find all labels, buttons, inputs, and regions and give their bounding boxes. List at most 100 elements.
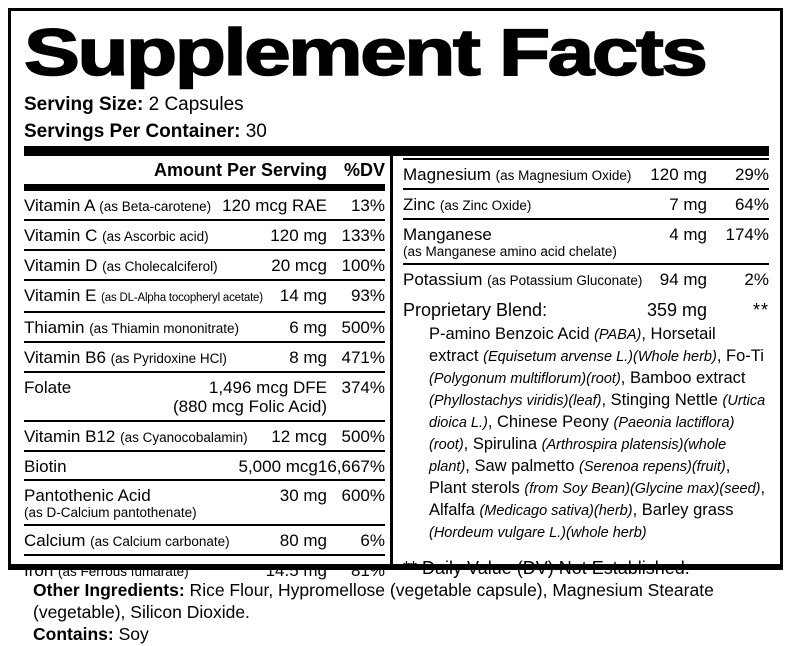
table-row: Vitamin D (as Cholecalciferol) 20 mcg 100%: [24, 249, 385, 279]
row-amount: 14.5 mg: [265, 561, 327, 580]
right-nutrient-rows: Magnesium (as Magnesium Oxide) 120 mg 29% Z…: [403, 156, 769, 293]
row-name: Magnesium (as Magnesium Oxide): [403, 165, 632, 184]
daily-value-footnote: ** Daily Value (DV) Not Established.: [403, 558, 690, 578]
row-name: Potassium (as Potassium Gluconate): [403, 270, 643, 289]
row-amount: 12 mcg: [271, 427, 327, 446]
row-name-source: (as Magnesium Oxide): [495, 168, 632, 183]
row-amount: 80 mg: [279, 531, 327, 550]
row-dv: 16,667%: [317, 457, 385, 476]
row-name: Thiamin (as Thiamin mononitrate): [24, 318, 239, 337]
other-ingredients-label: Other Ingredients:: [33, 580, 185, 600]
table-row: Vitamin A (as Beta-carotene) 120 mcg RAE 1…: [24, 191, 385, 219]
vertical-divider: [390, 156, 393, 564]
table-row: Iron (as Ferrous fumarate) 14.5 mg 81%: [24, 554, 385, 584]
row-amount: 1,496 mcg DFE (880 mcg Folic Acid): [173, 378, 327, 416]
ingredient-common-name: P-amino Benzoic Acid: [429, 325, 595, 343]
proprietary-blend-dv: **: [752, 300, 769, 320]
serving-size-label: Serving Size:: [24, 94, 144, 115]
table-row: Zinc (as Zinc Oxide) 7 mg 64%: [403, 188, 769, 218]
row-amount: 120 mcg RAE: [222, 196, 327, 215]
row-dv: 500%: [341, 427, 385, 446]
ingredient-common-name: , Fo-Ti: [716, 347, 764, 365]
row-dv: 6%: [360, 531, 385, 550]
ingredient-common-name: , Barley grass: [632, 501, 734, 519]
thick-divider-bar-top: [24, 146, 769, 156]
row-dv: 100%: [341, 256, 385, 275]
contains-line: Contains: Soy: [33, 623, 749, 645]
ingredient-latin-name: (Urtica dioica L.): [429, 393, 766, 431]
row-dv: 133%: [341, 226, 385, 245]
ingredient-latin-name: (Hordeum vulgare L.)(whole herb): [429, 525, 647, 541]
proprietary-blend-row: Proprietary Blend: 359 mg **: [403, 295, 769, 321]
row-dv: 93%: [350, 286, 385, 305]
ingredient-latin-name: (Arthrospira platensis)(whole plant): [429, 437, 727, 475]
ingredient-common-name: , Horsetail extract: [429, 325, 716, 365]
row-name-source: (as Ferrous fumarate): [58, 564, 189, 579]
contains-label: Contains:: [33, 624, 114, 644]
percent-dv-header: %DV: [343, 160, 385, 180]
ingredient-common-name: , Saw palmetto: [465, 457, 580, 475]
table-row: Thiamin (as Thiamin mononitrate) 6 mg 500%: [24, 311, 385, 341]
row-name-source: (as Potassium Gluconate): [487, 273, 643, 288]
row-name-source: (as Thiamin mononitrate): [89, 321, 239, 336]
ingredient-latin-name: (Medicago sativa)(herb): [479, 503, 633, 519]
table-row: Magnesium (as Magnesium Oxide) 120 mg 29%: [403, 158, 769, 188]
other-ingredients-value: Rice Flour, Hypromellose (vegetable caps…: [33, 580, 714, 622]
row-name: Vitamin C (as Ascorbic acid): [24, 226, 209, 245]
row-dv: 500%: [341, 318, 385, 337]
proprietary-blend-label: Proprietary Blend:: [403, 300, 548, 320]
row-name-source: (as DL-Alpha tocopheryl acetate): [101, 292, 263, 304]
ingredient-common-name: , Spirulina: [463, 435, 542, 453]
table-row: Vitamin C (as Ascorbic acid) 120 mg 133%: [24, 219, 385, 249]
row-name: Iron (as Ferrous fumarate): [24, 561, 189, 580]
row-amount: 8 mg: [289, 348, 327, 367]
row-name-source: (as Manganese amino acid chelate): [403, 244, 617, 259]
other-ingredients-line: Other Ingredients: Rice Flour, Hypromell…: [33, 579, 749, 623]
ingredient-latin-name: (from Soy Bean)(Glycine max)(seed): [524, 481, 761, 497]
row-amount: 5,000 mcg: [238, 457, 318, 476]
row-amount: 94 mg: [659, 270, 707, 289]
row-dv: 81%: [350, 561, 385, 580]
row-amount: 14 mg: [279, 286, 327, 305]
row-dv: 174%: [725, 225, 769, 244]
row-name-source: (as Ascorbic acid): [102, 229, 209, 244]
row-name-source: (as Cyanocobalamin): [120, 430, 248, 445]
table-row: Vitamin E (as DL-Alpha tocopheryl acetat…: [24, 279, 385, 311]
row-name: Manganese (as Manganese amino acid chelat…: [403, 225, 617, 259]
ingredient-latin-name: (PABA): [594, 327, 642, 343]
ingredient-latin-name: (Phyllostachys viridis)(leaf): [429, 393, 602, 409]
supplement-facts-panel: Supplement Facts Serving Size: 2 Capsule…: [8, 8, 783, 580]
ingredient-latin-name: (Serenoa repens)(fruit): [579, 459, 726, 475]
servings-per-container-label: Servings Per Container:: [24, 120, 241, 142]
row-name-source: (as Pyridoxine HCl): [110, 351, 227, 366]
row-dv: 2%: [744, 270, 769, 289]
ingredient-common-name: , Plant sterols: [429, 457, 731, 497]
serving-size-line: Serving Size: 2 Capsules: [24, 94, 769, 116]
row-name: Vitamin D (as Cholecalciferol): [24, 256, 218, 275]
header-underline-bar: [24, 184, 385, 191]
row-name-source: (as Cholecalciferol): [102, 259, 218, 274]
row-name: Vitamin B12 (as Cyanocobalamin): [24, 427, 248, 446]
row-name: Calcium (as Calcium carbonate): [24, 531, 230, 550]
table-row: Biotin 5,000 mcg 16,667%: [24, 450, 385, 479]
nutrition-columns: Amount Per Serving %DV Vitamin A (as Bet…: [24, 156, 769, 580]
row-dv: 13%: [350, 196, 385, 215]
row-name: Pantothenic Acid (as D-Calcium pantothena…: [24, 486, 197, 520]
servings-per-container-value: 30: [240, 120, 267, 142]
row-amount-secondary: (880 mcg Folic Acid): [173, 397, 327, 416]
row-name: Vitamin B6 (as Pyridoxine HCl): [24, 348, 227, 367]
row-dv: 64%: [734, 195, 769, 214]
right-column: Magnesium (as Magnesium Oxide) 120 mg 29% Z…: [393, 156, 769, 578]
row-name: Vitamin A (as Beta-carotene): [24, 196, 212, 215]
table-row: Pantothenic Acid (as D-Calcium pantothena…: [24, 479, 385, 524]
row-amount: 4 mg: [669, 225, 707, 244]
panel-title: Supplement Facts: [23, 14, 709, 90]
row-name-source: (as D-Calcium pantothenate): [24, 505, 197, 520]
column-header-row: Amount Per Serving %DV: [24, 156, 385, 184]
row-dv: 374%: [341, 378, 385, 397]
row-name: Biotin: [24, 457, 67, 476]
row-name-source: (as Calcium carbonate): [90, 534, 230, 549]
servings-per-container-line: Servings Per Container: 30: [24, 121, 769, 143]
row-amount: 6 mg: [289, 318, 327, 337]
proprietary-blend-ingredients: P-amino Benzoic Acid (PABA), Horsetail e…: [403, 321, 769, 546]
